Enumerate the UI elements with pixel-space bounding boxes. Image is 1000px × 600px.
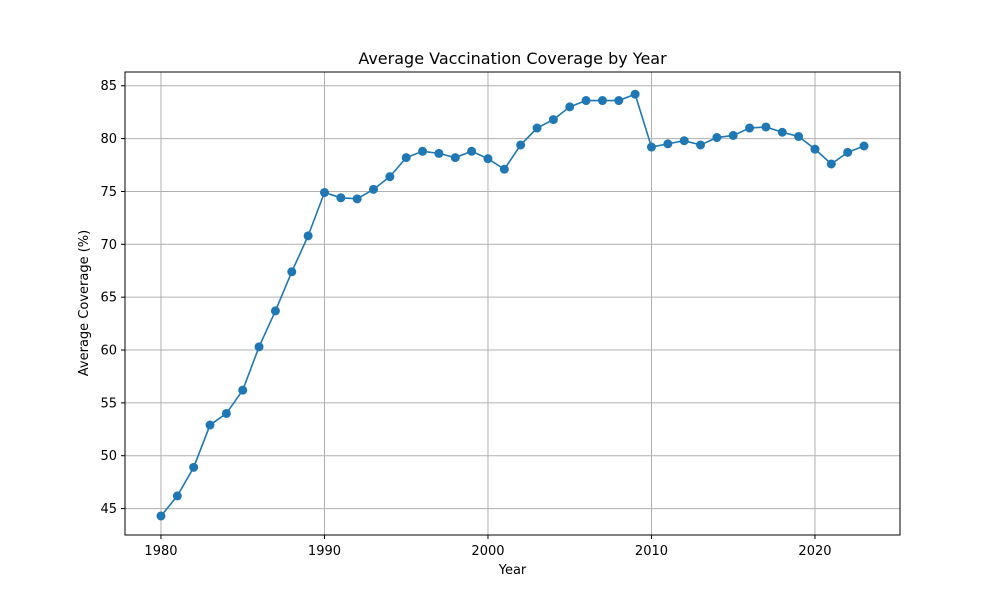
- x-tick-label: 2020: [798, 544, 831, 559]
- y-tick-label: 85: [100, 79, 117, 94]
- data-point: [761, 122, 771, 132]
- data-point: [172, 491, 182, 501]
- chart-title: Average Vaccination Coverage by Year: [358, 49, 667, 68]
- data-point: [728, 130, 738, 140]
- data-point: [369, 184, 379, 194]
- y-tick-label: 55: [100, 396, 117, 411]
- data-point: [548, 115, 558, 125]
- data-point: [712, 133, 722, 143]
- data-point: [597, 96, 607, 106]
- grid: [125, 72, 900, 535]
- data-point: [352, 194, 362, 204]
- x-tick-label: 2000: [471, 544, 504, 559]
- data-point: [205, 420, 215, 430]
- data-point: [499, 164, 509, 174]
- y-axis-title: Average Coverage (%): [77, 230, 92, 376]
- data-series: [156, 89, 869, 521]
- x-tick-label: 1980: [144, 544, 177, 559]
- data-point: [614, 96, 624, 106]
- data-point: [646, 142, 656, 152]
- data-point: [516, 140, 526, 150]
- data-point: [565, 102, 575, 112]
- data-point: [287, 267, 297, 277]
- y-tick-label: 65: [100, 291, 117, 306]
- data-point: [745, 123, 755, 133]
- y-tick-label: 60: [100, 344, 117, 359]
- data-point: [483, 154, 493, 164]
- data-point: [418, 146, 428, 156]
- data-point: [385, 172, 395, 182]
- data-point: [696, 140, 706, 150]
- data-point: [794, 131, 804, 141]
- data-point: [859, 141, 869, 151]
- data-point: [532, 123, 542, 133]
- data-point: [303, 231, 313, 241]
- data-point: [810, 144, 820, 154]
- x-tick-label: 2010: [635, 544, 668, 559]
- data-point: [336, 193, 346, 203]
- data-point: [843, 147, 853, 157]
- y-tick-label: 50: [100, 449, 117, 464]
- data-point: [238, 385, 248, 395]
- data-point: [663, 139, 673, 149]
- data-point: [319, 188, 329, 198]
- axis-ticks: 1980 1990 2000 2010 2020 45 50 55 60 65 70 75 80 85: [100, 79, 831, 559]
- data-point: [450, 153, 460, 163]
- data-point: [581, 96, 591, 106]
- x-axis-title: Year: [498, 563, 527, 578]
- data-point: [630, 89, 640, 99]
- y-tick-label: 70: [100, 238, 117, 253]
- data-point: [434, 148, 444, 158]
- x-tick-label: 1990: [308, 544, 341, 559]
- data-point: [189, 462, 199, 472]
- data-point: [467, 146, 477, 156]
- y-tick-label: 75: [100, 185, 117, 200]
- plot-area-frame: [124, 71, 901, 536]
- data-point: [270, 306, 280, 316]
- data-point: [254, 342, 264, 352]
- y-tick-label: 80: [100, 132, 117, 147]
- data-point: [679, 136, 689, 146]
- y-tick-label: 45: [100, 502, 117, 517]
- data-point: [777, 127, 787, 137]
- data-point: [221, 408, 231, 418]
- data-point: [401, 153, 411, 163]
- data-point: [156, 511, 166, 521]
- data-point: [826, 159, 836, 169]
